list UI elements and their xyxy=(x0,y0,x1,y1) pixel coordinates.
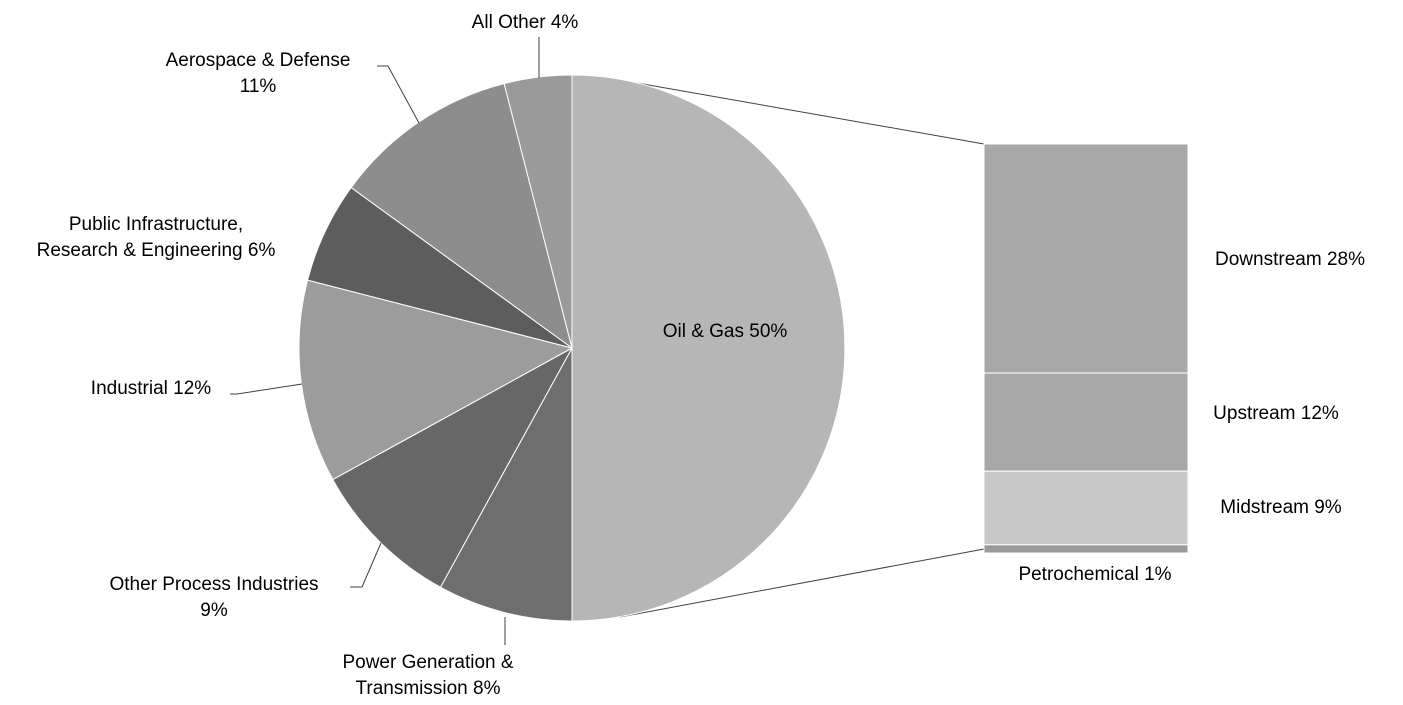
bar-segment-midstream xyxy=(983,470,1189,546)
pie-label-aerospace-and-defense: Aerospace & Defense 11% xyxy=(166,50,351,97)
pie-to-bar-connectors xyxy=(619,79,985,618)
pie-label-public-infrastructure-research-and-engineering: Public Infrastructure, Research & Enginee… xyxy=(37,214,276,261)
leader-line-other-process-industries xyxy=(350,542,382,588)
pie-slice-all-other xyxy=(503,74,573,349)
pie-label-industrial: Industrial 12% xyxy=(91,378,212,399)
breakdown-bar xyxy=(983,143,1189,554)
pie-label-all-other: All Other 4% xyxy=(472,12,579,33)
pie-slice-other-process-industries xyxy=(332,346,574,588)
bar-segment-petrochemical xyxy=(983,544,1189,554)
bar-label-midstream: Midstream 9% xyxy=(1220,497,1342,518)
pie-slice-industrial xyxy=(298,279,574,481)
connector-top xyxy=(619,79,985,145)
leader-line-industrial xyxy=(230,383,303,395)
bar-label-upstream: Upstream 12% xyxy=(1213,403,1339,424)
pie-label-power-generation-and-transmission: Power Generation & Transmission 8% xyxy=(342,652,513,699)
pie-slice-power-generation-and-transmission xyxy=(439,347,573,622)
bar-segment-downstream xyxy=(983,143,1189,374)
pie-slice-oil-and-gas xyxy=(571,74,846,622)
bar-label-downstream: Downstream 28% xyxy=(1215,249,1365,270)
pie xyxy=(298,74,846,622)
data-labels: Oil & Gas 50% Power Generation & Transmiss… xyxy=(37,12,1365,699)
pie-label-other-process-industries: Other Process Industries 9% xyxy=(109,574,318,621)
pie-label-oil-and-gas: Oil & Gas 50% xyxy=(663,321,788,342)
leader-line-aerospace-and-defense xyxy=(377,65,420,124)
connector-bottom xyxy=(619,548,985,618)
leader-lines xyxy=(230,37,540,645)
bar-label-petrochemical: Petrochemical 1% xyxy=(1018,564,1171,585)
bar-segment-upstream xyxy=(983,372,1189,472)
